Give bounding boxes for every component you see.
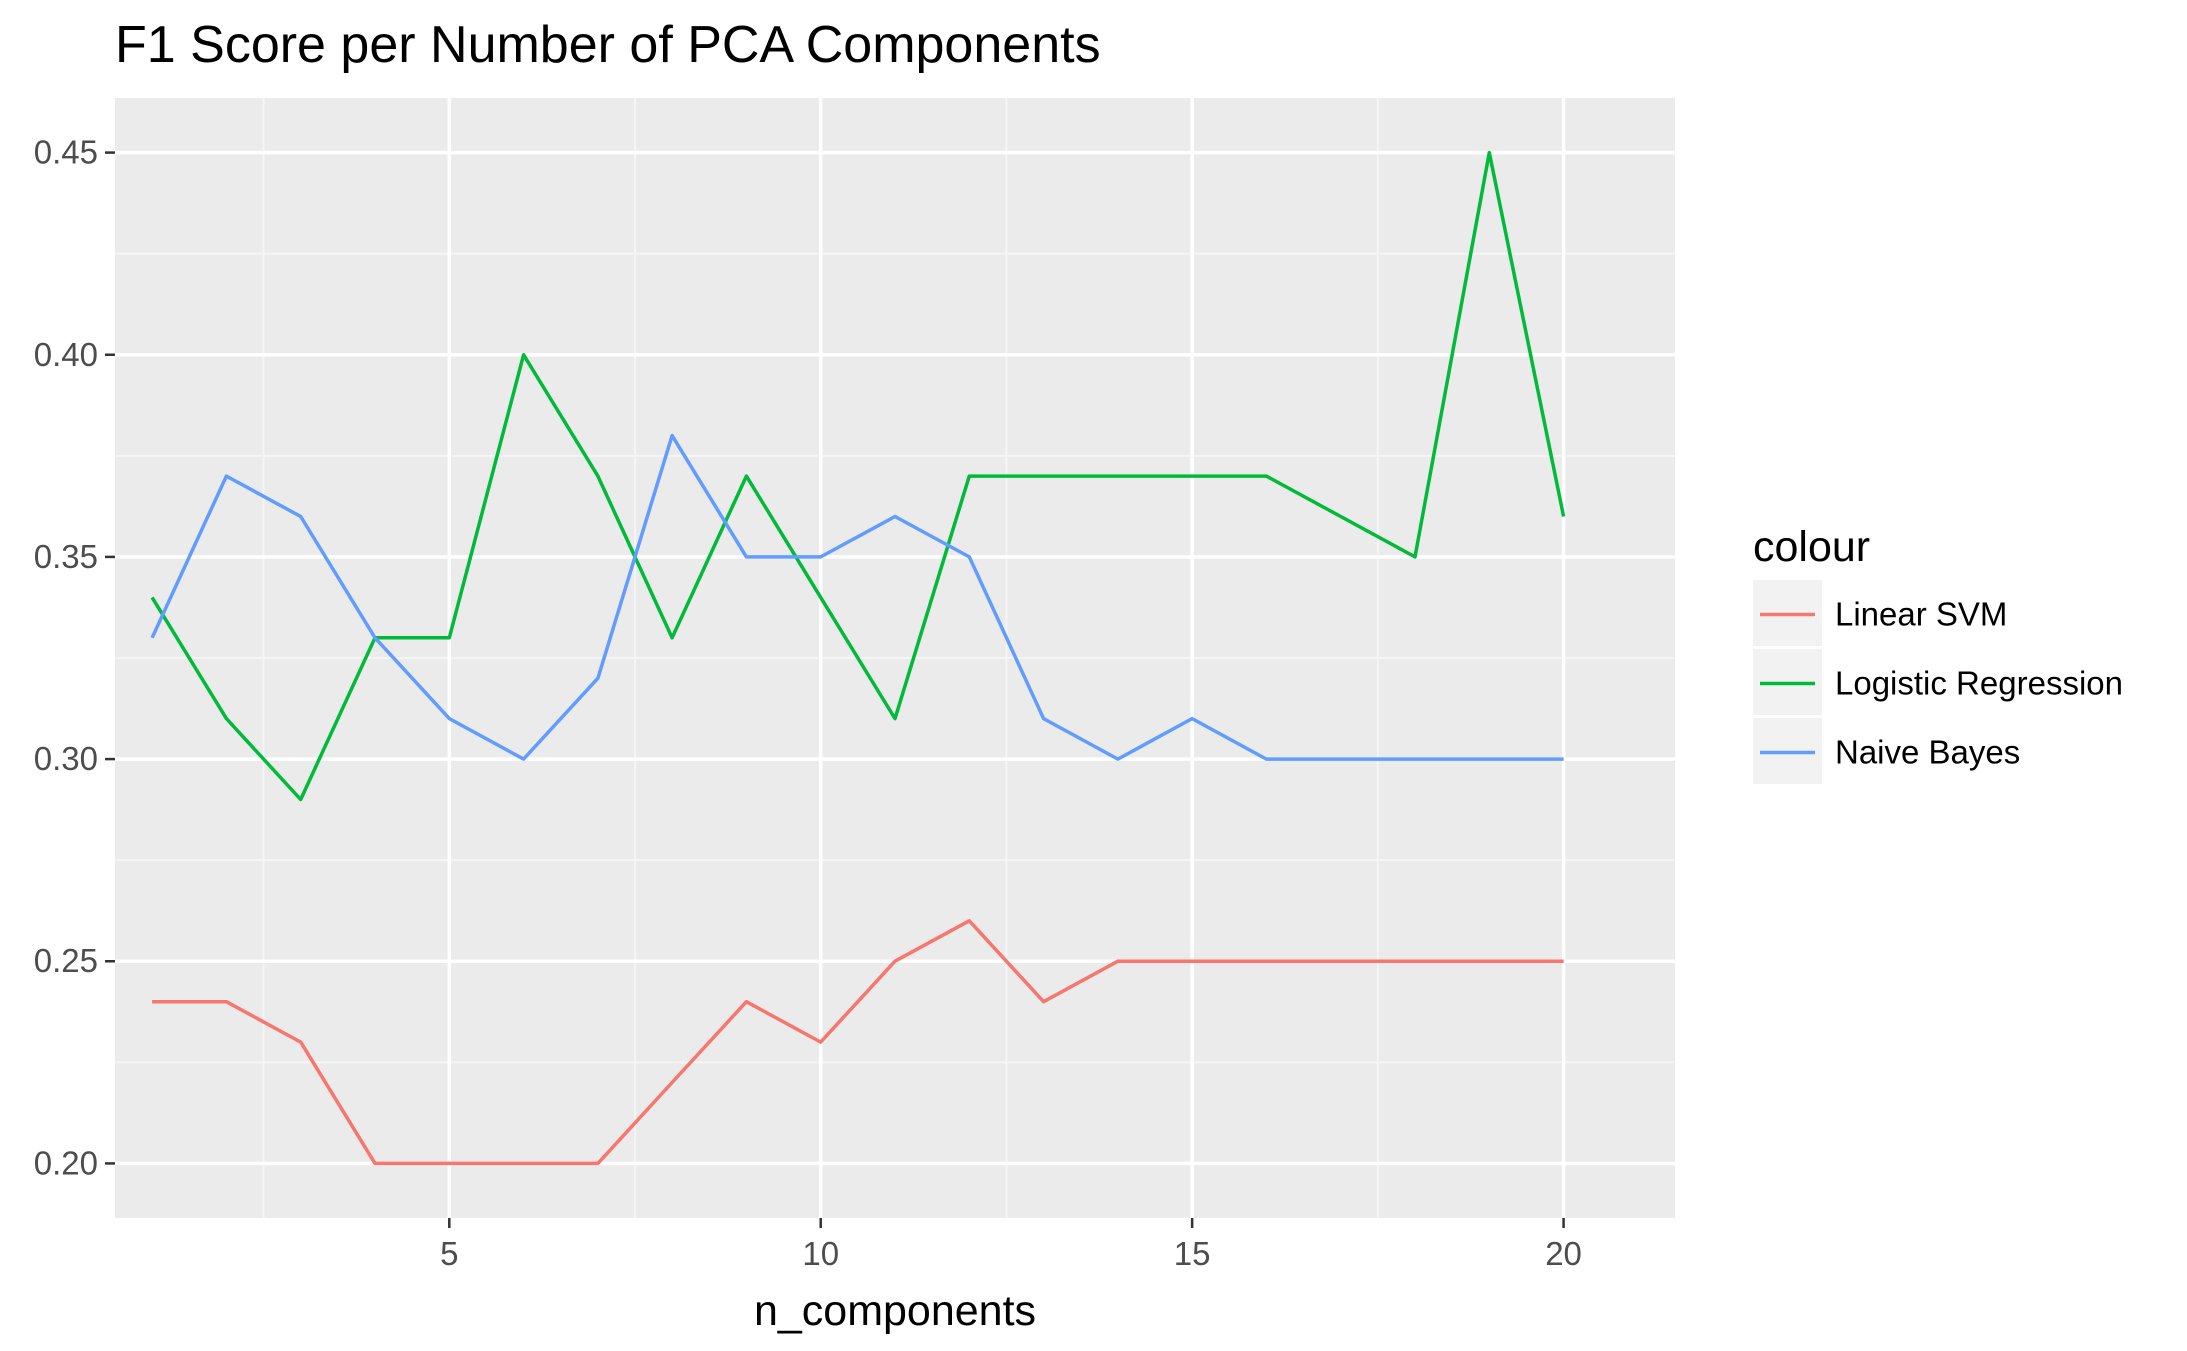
x-axis: 5 10 15 20	[440, 1218, 1582, 1272]
y-tick-label: 0.25	[34, 942, 98, 979]
x-tick-label: 15	[1174, 1235, 1211, 1272]
series-line-linear-svm	[152, 919, 1564, 1166]
legend-label: Naive Bayes	[1835, 734, 2020, 771]
legend-label: Linear SVM	[1835, 596, 2007, 633]
legend-label: Logistic Regression	[1835, 665, 2123, 702]
series-line-naive-bayes	[150, 433, 1564, 761]
y-tick-label: 0.35	[34, 538, 98, 575]
y-tick-label: 0.40	[34, 336, 98, 373]
legend: colour Linear SVM Logistic Regression Naiv…	[1753, 523, 2123, 784]
x-tick-label: 20	[1545, 1235, 1582, 1272]
minor-gridlines	[115, 98, 1675, 1218]
y-tick-label: 0.30	[34, 740, 98, 777]
series-lines	[150, 150, 1566, 1166]
x-tick-label: 5	[440, 1235, 458, 1272]
x-tick-label: 10	[802, 1235, 839, 1272]
y-axis: 0.20 0.25 0.30 0.35 0.40 0.45	[34, 134, 115, 1181]
y-tick-label: 0.20	[34, 1144, 98, 1181]
series-line-logistic-regression	[150, 150, 1566, 802]
y-tick-label: 0.45	[34, 134, 98, 171]
chart-title: F1 Score per Number of PCA Components	[115, 16, 1101, 74]
legend-items: Linear SVM Logistic Regression Naive Bayes	[1753, 580, 2123, 784]
x-axis-title: n_components	[754, 1287, 1036, 1335]
legend-title: colour	[1753, 523, 1870, 571]
